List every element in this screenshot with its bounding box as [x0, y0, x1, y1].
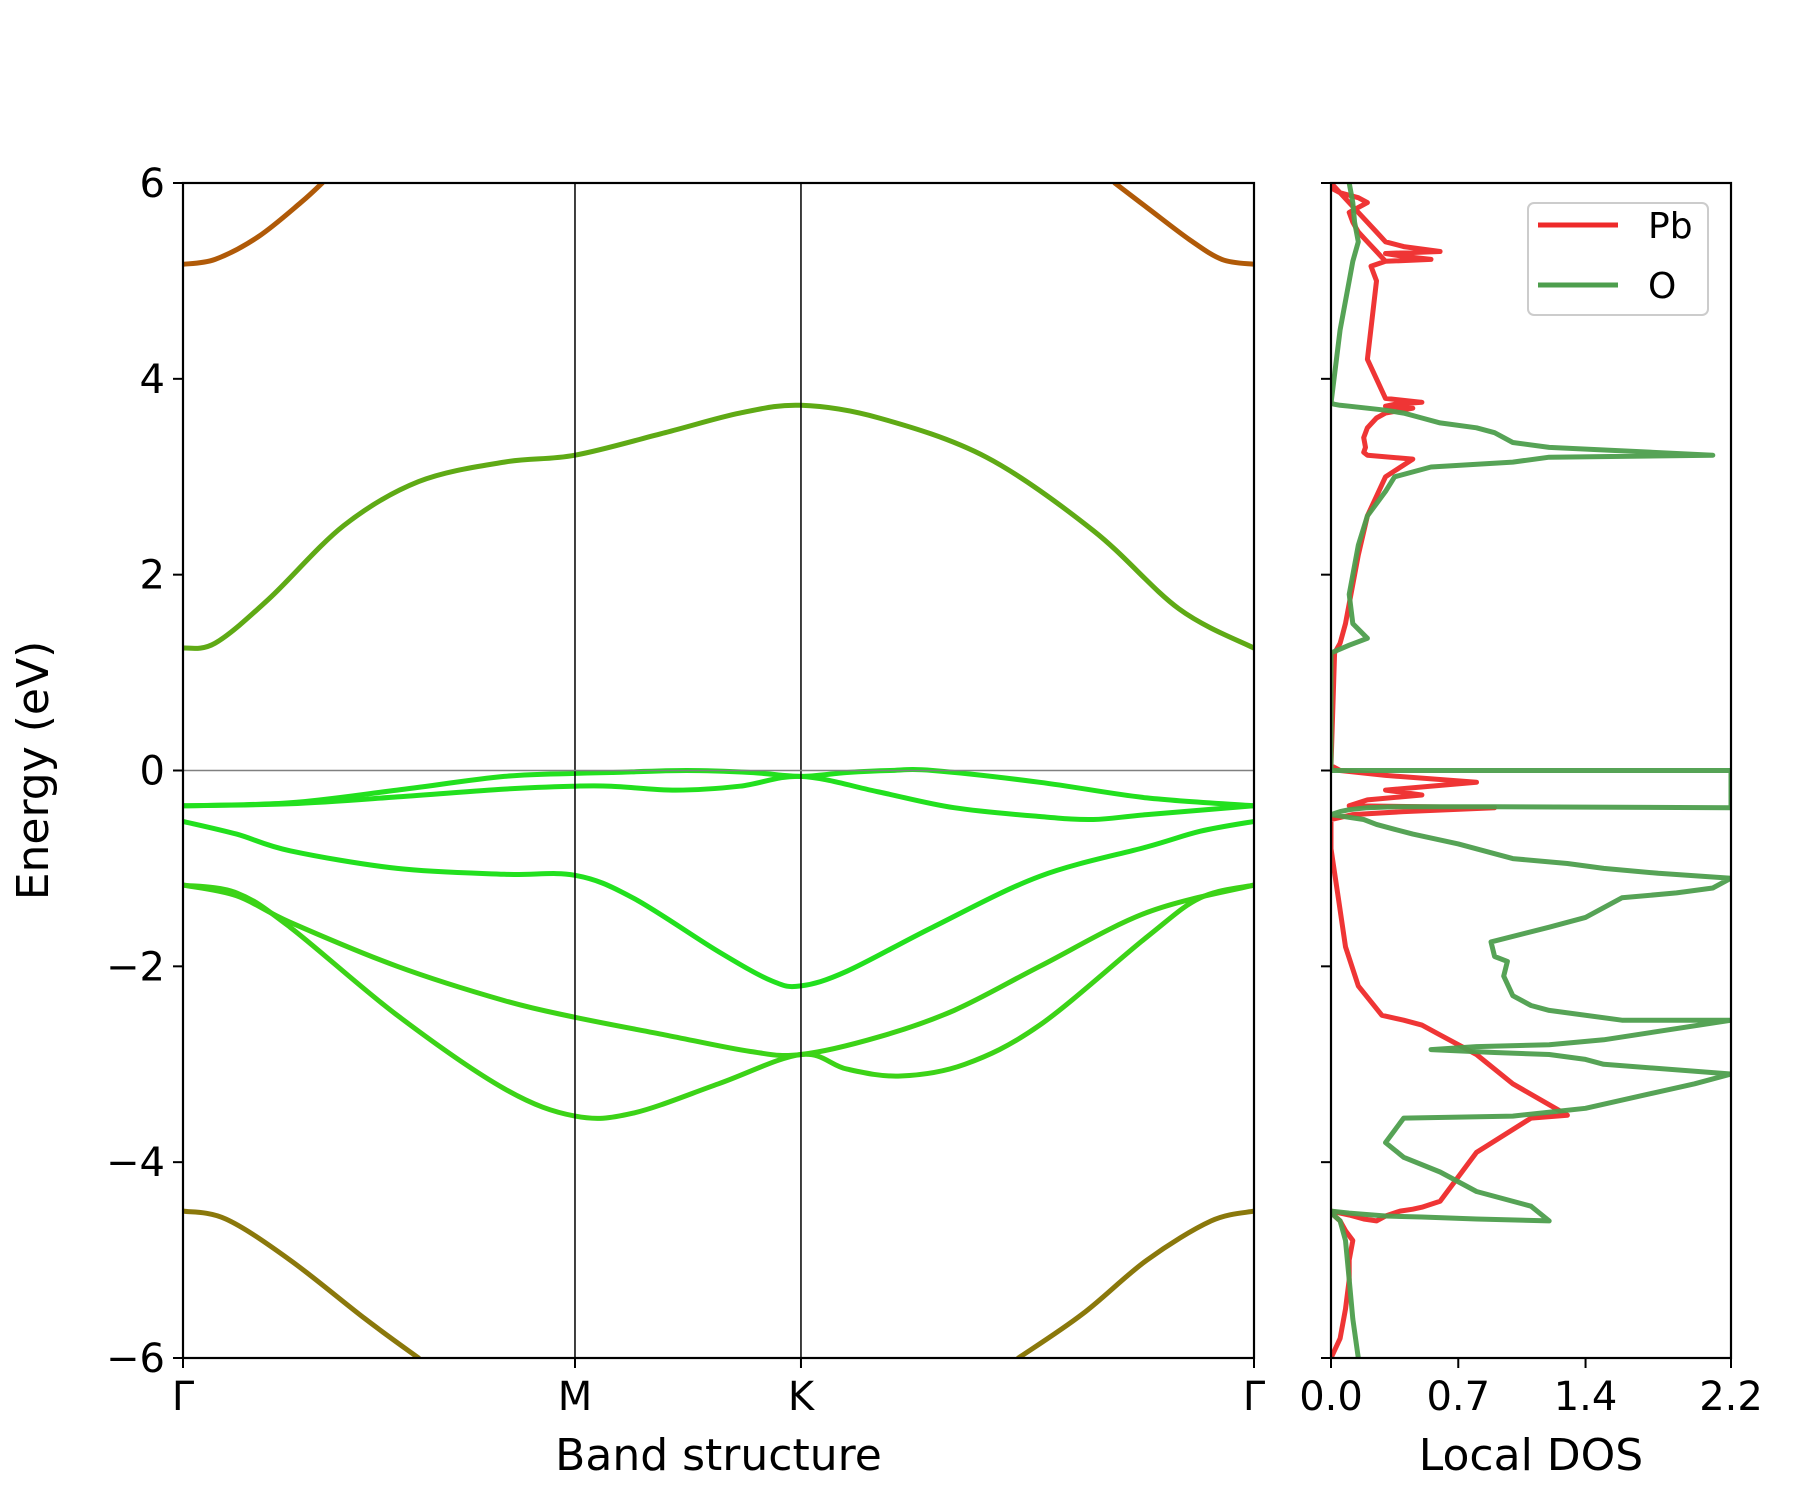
band-y-tick-label: 0 — [140, 749, 165, 795]
dos-x-tick-label: 0.0 — [1299, 1374, 1363, 1420]
band-line-valence-1-0 — [183, 767, 1254, 809]
dos-x-tick-label: 1.4 — [1554, 1374, 1618, 1420]
dos-x-tick-label: 2.2 — [1699, 1374, 1763, 1420]
band-structure-panel: −6 −4 −2 0 2 4 6 Γ M K Γ Energy (eV) Band structu… — [8, 161, 1266, 1481]
band-y-tick-label: −2 — [106, 944, 165, 990]
kpoint-label-M: M — [558, 1374, 593, 1420]
band-y-tick-label: 4 — [140, 357, 165, 403]
band-y-ticks-group: −6 −4 −2 0 2 4 6 — [106, 161, 183, 1382]
band-y-axis-label: Energy (eV) — [8, 641, 59, 901]
kpoint-label-Γ: Γ — [172, 1374, 195, 1420]
dos-y-ticks-group — [1321, 182, 1331, 1359]
band-y-tick-label: −6 — [106, 1336, 165, 1382]
band-line-valence-3-0 — [183, 818, 1254, 990]
band-line-valence-6-1 — [1015, 1208, 1254, 1358]
dos-x-tick-label: 0.7 — [1426, 1374, 1490, 1420]
kpoint-label-K: K — [788, 1374, 816, 1420]
dos-line-O — [1331, 183, 1731, 1358]
band-y-tick-label: 2 — [140, 553, 165, 599]
band-line-valence-6-0 — [183, 1208, 422, 1358]
dos-x-ticks-group: 0.0 0.7 1.4 2.2 — [1299, 1358, 1763, 1420]
legend-label-Pb: Pb — [1648, 206, 1693, 247]
kpoint-label-Γ: Γ — [1243, 1374, 1266, 1420]
legend-label-O: O — [1648, 266, 1676, 307]
band-line-conduction-2-0 — [183, 183, 325, 267]
band-x-axis-label: Band structure — [555, 1430, 882, 1481]
band-y-tick-label: 6 — [140, 161, 165, 207]
dos-legend: Pb O — [1527, 202, 1709, 316]
band-line-valence-2-0 — [183, 773, 1254, 823]
dos-x-axis-label: Local DOS — [1419, 1430, 1643, 1481]
band-line-valence-5-0 — [183, 882, 1254, 1121]
local-dos-panel: 0.0 0.7 1.4 2.2 Local DOS Pb O — [1299, 181, 1763, 1481]
dos-series-group — [1331, 183, 1731, 1358]
band-y-tick-label: −4 — [106, 1140, 165, 1186]
band-line-conduction-2-1 — [1112, 183, 1254, 267]
band-series-group — [183, 183, 1254, 1358]
band-line-conduction-1-0 — [183, 402, 1254, 651]
band-line-valence-4-0 — [183, 882, 1254, 1059]
